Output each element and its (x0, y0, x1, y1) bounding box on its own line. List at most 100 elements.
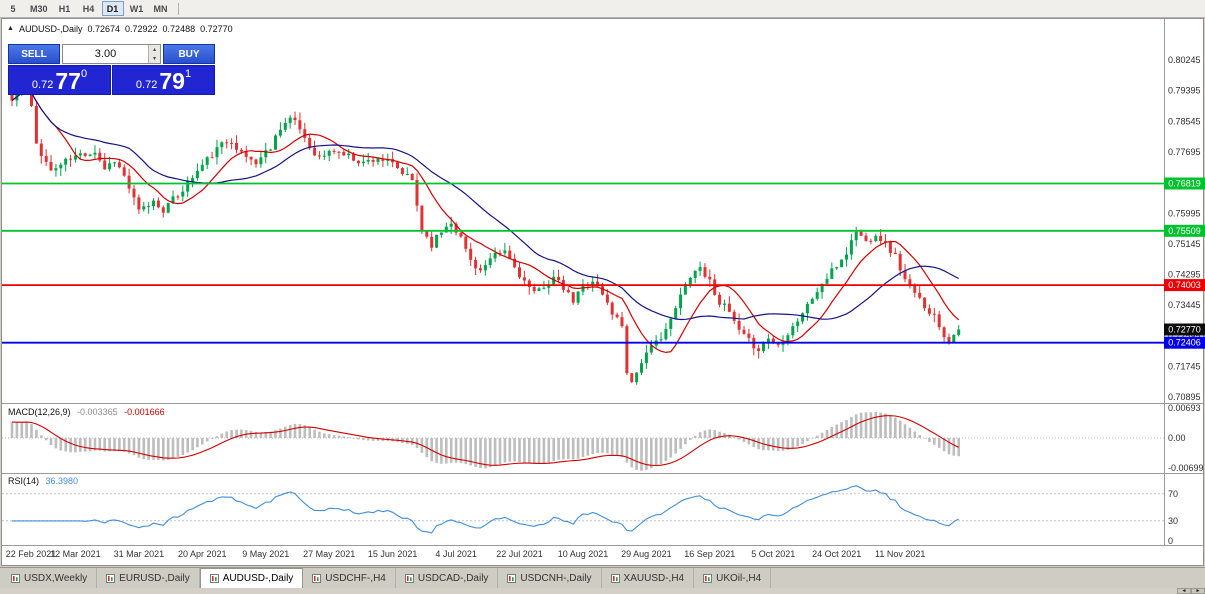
scroll-right-icon[interactable]: ► (1191, 588, 1205, 594)
chart-tab-icon (106, 573, 116, 583)
buy-button[interactable]: BUY (163, 44, 215, 64)
svg-text:29 Aug 2021: 29 Aug 2021 (621, 549, 672, 559)
timeframe-button-h1[interactable]: H1 (54, 1, 76, 16)
svg-text:4 Jul 2021: 4 Jul 2021 (435, 549, 477, 559)
one-click-trading-panel: SELL 3.00 ▴ ▾ BUY 0.72 77 0 0.72 79 1 (8, 44, 215, 95)
macd-axis[interactable]: 0.00693 0.00 -0.00699 (1168, 403, 1204, 473)
svg-text:0.74003: 0.74003 (1168, 280, 1201, 290)
svg-text:0.75145: 0.75145 (1168, 239, 1201, 249)
chart-tab-audusd-daily[interactable]: AUDUSD-,Daily (199, 568, 304, 588)
ohlc-close: 0.72770 (200, 24, 233, 34)
volume-input[interactable]: 3.00 (94, 48, 117, 60)
svg-text:11 Nov 2021: 11 Nov 2021 (875, 549, 925, 559)
svg-text:20 Apr 2021: 20 Apr 2021 (178, 549, 227, 559)
macd-name: MACD(12,26,9) (8, 407, 71, 417)
timeframe-button-mn[interactable]: MN (150, 1, 172, 16)
svg-text:30: 30 (1168, 516, 1178, 526)
macd-indicator-label: MACD(12,26,9) -0.003365 -0.001666 (8, 407, 165, 417)
svg-text:70: 70 (1168, 489, 1178, 499)
svg-text:0.00: 0.00 (1168, 433, 1186, 443)
level-price-label-0.74003: 0.74003 (1164, 279, 1205, 292)
scroll-left-icon[interactable]: ◄ (1177, 588, 1191, 594)
svg-text:0.73445: 0.73445 (1168, 300, 1201, 310)
chart-tab-usdchf-h4[interactable]: USDCHF-,H4 (303, 568, 396, 588)
buy-price-big: 79 (159, 68, 185, 94)
macd-main-value: -0.003365 (77, 407, 118, 417)
chart-tab-icon (312, 573, 322, 583)
chart-tab-label: EURUSD-,Daily (119, 572, 190, 584)
chart-tab-label: AUDUSD-,Daily (222, 573, 294, 584)
sell-price-sup: 0 (80, 68, 88, 80)
chart-tab-label: USDX,Weekly (24, 572, 88, 584)
svg-text:0.75509: 0.75509 (1168, 226, 1201, 236)
chart-tab-usdx-weekly[interactable]: USDX,Weekly (2, 568, 98, 588)
timeframe-button-w1[interactable]: W1 (126, 1, 148, 16)
svg-text:22 Jul 2021: 22 Jul 2021 (496, 549, 543, 559)
ohlc-open: 0.72674 (87, 24, 120, 34)
chart-tab-icon (610, 573, 620, 583)
one-click-collapse-icon[interactable]: ▲ (7, 25, 14, 32)
svg-text:0.77695: 0.77695 (1168, 147, 1201, 157)
timeframe-button-h4[interactable]: H4 (78, 1, 100, 16)
svg-text:5 Oct 2021: 5 Oct 2021 (751, 549, 795, 559)
chart-tab-xauusd-h4[interactable]: XAUUSD-,H4 (602, 568, 695, 588)
chart-tab-label: UKOil-,H4 (716, 572, 762, 584)
svg-text:0.76819: 0.76819 (1168, 179, 1201, 189)
sell-button[interactable]: SELL (8, 44, 60, 64)
svg-text:31 Mar 2021: 31 Mar 2021 (114, 549, 165, 559)
timeframe-button-d1[interactable]: D1 (101, 1, 124, 16)
rsi-line (12, 485, 959, 534)
volume-decrease-icon[interactable]: ▾ (149, 54, 160, 63)
chart-tab-usdcnh-daily[interactable]: USDCNH-,Daily (498, 568, 602, 588)
sell-price-prefix: 0.72 (31, 79, 54, 91)
buy-price-prefix: 0.72 (135, 79, 158, 91)
horizontal-scrollbar[interactable]: ◄ ► (0, 588, 1205, 594)
timeframe-button-5[interactable]: 5 (2, 1, 24, 16)
macd-signal-value: -0.001666 (124, 407, 165, 417)
rsi-axis[interactable]: 70 30 0 (1168, 489, 1178, 546)
current-price-label: 0.72770 (1164, 323, 1205, 336)
chart-tab-label: XAUUSD-,H4 (623, 572, 685, 584)
chart-tab-ukoil-h4[interactable]: UKOil-,H4 (694, 568, 772, 588)
svg-text:12 Mar 2021: 12 Mar 2021 (50, 549, 101, 559)
rsi-name: RSI(14) (8, 476, 40, 486)
chart-tab-label: USDCAD-,Daily (417, 572, 489, 584)
svg-text:0.72595: 0.72595 (1168, 331, 1201, 341)
svg-text:15 Jun 2021: 15 Jun 2021 (368, 549, 418, 559)
svg-text:9 May 2021: 9 May 2021 (242, 549, 289, 559)
chart-header: ▲ AUDUSD-,Daily 0.72674 0.72922 0.72488 … (7, 24, 233, 34)
svg-text:24 Oct 2021: 24 Oct 2021 (812, 549, 861, 559)
sell-price-display[interactable]: 0.72 77 0 (8, 65, 111, 95)
timeframe-toolbar: 5 M30 H1 H4 D1 W1 MN (0, 0, 1205, 18)
chart-symbol-label: AUDUSD-,Daily (18, 24, 83, 34)
chart-tab-label: USDCNH-,Daily (520, 572, 592, 584)
buy-price-display[interactable]: 0.72 79 1 (112, 65, 215, 95)
timeframe-button-m30[interactable]: M30 (26, 1, 52, 16)
svg-text:16 Sep 2021: 16 Sep 2021 (684, 549, 735, 559)
chart-tab-eurusd-daily[interactable]: EURUSD-,Daily (97, 568, 200, 588)
volume-increase-icon[interactable]: ▴ (149, 45, 160, 54)
chart-tab-icon (209, 574, 219, 583)
svg-text:0.79395: 0.79395 (1168, 86, 1201, 96)
ohlc-high: 0.72922 (125, 24, 158, 34)
toolbar-separator (177, 2, 179, 15)
chart-tab-icon (507, 573, 517, 583)
ma-slow-line (11, 88, 959, 321)
svg-text:22 Feb 2021: 22 Feb 2021 (6, 549, 57, 559)
rsi-indicator-label: RSI(14) 36.3980 (8, 476, 78, 486)
svg-text:0.74295: 0.74295 (1168, 270, 1201, 280)
level-price-label-0.76819: 0.76819 (1164, 177, 1205, 190)
chart-tab-icon (11, 573, 20, 583)
svg-text:0.00693: 0.00693 (1168, 403, 1201, 413)
chart-tab-usdcad-daily[interactable]: USDCAD-,Daily (396, 568, 499, 588)
svg-text:0.72770: 0.72770 (1168, 325, 1201, 335)
chart-tab-icon (404, 573, 414, 583)
level-price-label-0.72406: 0.72406 (1164, 336, 1205, 349)
svg-text:0.75995: 0.75995 (1168, 208, 1201, 218)
svg-text:-0.00699: -0.00699 (1168, 463, 1204, 473)
rsi-value: 36.3980 (45, 476, 79, 486)
svg-text:10 Aug 2021: 10 Aug 2021 (558, 549, 609, 559)
